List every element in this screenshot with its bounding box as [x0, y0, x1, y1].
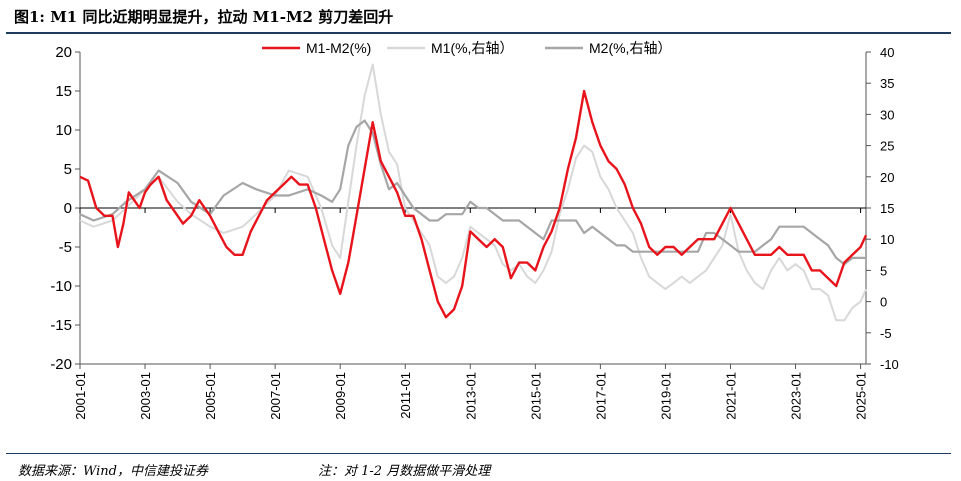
x-tick-label: 2001-01	[73, 372, 88, 420]
title-divider	[6, 32, 951, 34]
series-line-0	[79, 89, 868, 319]
y-right-tick-label: 35	[880, 76, 894, 91]
x-tick-label: 2019-01	[658, 372, 673, 420]
y-right-tick-label: 40	[880, 45, 894, 60]
source-note: 数据来源：Wind，中信建投证券	[18, 464, 208, 479]
x-tick-label: 2003-01	[138, 372, 153, 420]
series-layer	[79, 63, 868, 322]
y-left-tick-label: 5	[64, 161, 72, 178]
y-right-tick-label: 20	[880, 170, 894, 185]
smoothing-note: 注：对 1-2 月数据做平滑处理	[318, 464, 491, 479]
series-line-2	[79, 119, 866, 266]
x-axis: 2001-01 2003-01 2005-01 2007-01 2009-01 2011-…	[73, 207, 869, 420]
x-tick-label: 2007-01	[268, 372, 283, 420]
y-right-tick-label: 25	[880, 139, 894, 154]
x-tick-label: 2015-01	[528, 372, 543, 420]
y-left-tick-label: -10	[50, 278, 72, 295]
y-left-tick-label: 0	[64, 200, 72, 217]
y-left-tick-label: 10	[55, 122, 72, 139]
y-left-tick-label: 20	[55, 44, 72, 61]
legend-label-2: M2(%,右轴）	[589, 40, 671, 56]
legend-label-1: M1(%,右轴）	[431, 40, 513, 56]
y-left-tick-label: -15	[50, 317, 72, 334]
x-tick-label: 2005-01	[203, 372, 218, 420]
x-tick-label: 2021-01	[723, 372, 738, 420]
x-tick-label: 2013-01	[463, 372, 478, 420]
y-right-axis: 40 35 30 25 20 15 10 5 0 -5 -10	[865, 45, 899, 372]
y-right-tick-label: 0	[880, 295, 887, 310]
y-right-tick-label: -10	[880, 357, 899, 372]
y-right-tick-label: 15	[880, 201, 894, 216]
y-left-tick-label: 15	[55, 83, 72, 100]
y-right-tick-label: 5	[880, 263, 887, 278]
x-tick-label: 2017-01	[593, 372, 608, 420]
chart-legend: M1-M2(%) M1(%,右轴） M2(%,右轴）	[262, 40, 671, 56]
y-left-axis: 20 15 10 5 0 -5 -10 -15 -20	[50, 44, 81, 373]
y-right-tick-label: 10	[880, 232, 894, 247]
x-tick-label: 2025-01	[854, 372, 869, 420]
footer-divider	[6, 453, 951, 454]
y-left-tick-label: -20	[50, 356, 72, 373]
y-left-tick-label: -5	[59, 239, 72, 256]
x-tick-label: 2023-01	[789, 372, 804, 420]
figure-title: 图1: M1 同比近期明显提升，拉动 M1-M2 剪刀差回升	[14, 8, 394, 26]
legend-label-0: M1-M2(%)	[306, 40, 371, 56]
y-right-tick-label: -5	[880, 326, 892, 341]
x-tick-label: 2009-01	[333, 372, 348, 420]
series-line-1	[79, 63, 867, 322]
y-right-tick-label: 30	[880, 107, 894, 122]
x-tick-label: 2011-01	[398, 372, 413, 419]
